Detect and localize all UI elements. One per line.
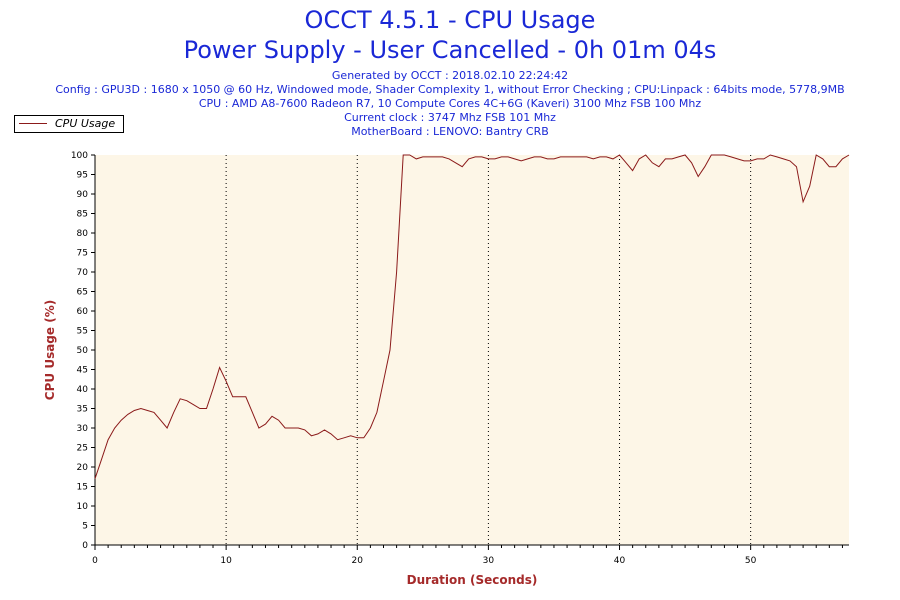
y-tick-label: 90 [77,190,89,200]
x-axis-title: Duration (Seconds) [407,573,538,587]
y-tick-label: 45 [77,366,88,376]
y-axis-title: CPU Usage (%) [43,300,57,400]
legend-label: CPU Usage [55,117,116,130]
x-tick-label: 10 [220,556,232,566]
y-tick-label: 95 [77,171,88,181]
y-tick-label: 85 [77,210,88,220]
y-tick-label: 0 [82,541,88,551]
y-tick-label: 5 [82,522,88,532]
info-generated: Generated by OCCT : 2018.02.10 22:24:42 [331,69,569,82]
info-config: Config : GPU3D : 1680 x 1050 @ 60 Hz, Wi… [55,83,845,96]
y-tick-label: 70 [77,268,89,278]
legend-swatch [19,123,47,124]
info-motherboard: MotherBoard : LENOVO: Bantry CRB [351,125,549,138]
plot-area [95,155,849,545]
y-tick-label: 20 [77,463,89,473]
y-tick-label: 55 [77,327,88,337]
y-tick-label: 25 [77,444,88,454]
chart-subtitle: Power Supply - User Cancelled - 0h 01m 0… [183,36,717,64]
y-tick-label: 100 [71,151,88,161]
grid [225,155,752,545]
series-line-cpu-usage [94,154,850,479]
y-tick-label: 75 [77,249,88,259]
y-tick-label: 40 [77,385,89,395]
y-tick-label: 65 [77,288,88,298]
legend: CPU Usage [14,115,124,133]
y-tick-label: 15 [77,483,88,493]
x-tick-label: 20 [352,556,364,566]
chart-title: OCCT 4.5.1 - CPU Usage [304,6,596,34]
y-tick-label: 35 [77,405,88,415]
ticks: 0 5 10 15 20 25 30 35 40 45 50 55 60 65 70 75 80 85 90 95 10… [71,151,843,566]
x-tick-label: 0 [92,556,98,566]
y-tick-label: 50 [77,346,89,356]
info-cpu: CPU : AMD A8-7600 Radeon R7, 10 Compute … [198,97,702,110]
x-tick-label: 30 [483,556,495,566]
y-tick-label: 60 [77,307,89,317]
info-clock: Current clock : 3747 Mhz FSB 101 Mhz [344,111,556,124]
y-tick-label: 10 [77,502,89,512]
x-tick-label: 40 [614,556,626,566]
y-tick-label: 80 [77,229,89,239]
x-tick-label: 50 [745,556,757,566]
y-tick-label: 30 [77,424,89,434]
